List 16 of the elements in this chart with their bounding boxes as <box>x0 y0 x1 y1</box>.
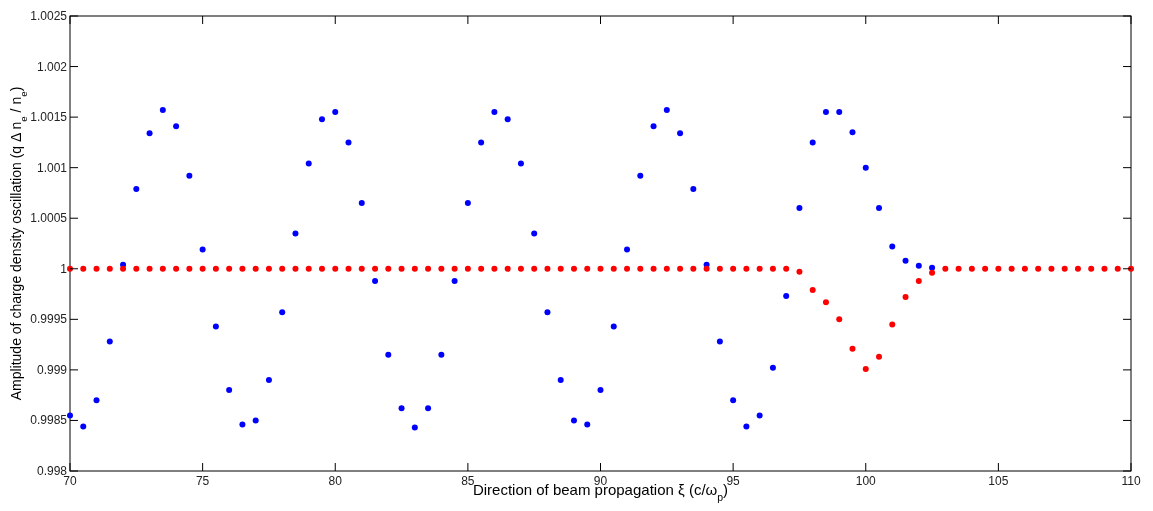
y-tick-label: 0.9995 <box>30 312 68 327</box>
y-tick-label: 1.0015 <box>30 110 68 125</box>
y-tick-label: 1.0005 <box>30 211 68 226</box>
x-tick-label: 110 <box>1121 474 1141 488</box>
y-tick-label: 1.002 <box>36 59 68 74</box>
y-tick-label: 1.001 <box>36 160 68 175</box>
y-tick-label: 1.0025 <box>30 9 68 23</box>
x-tick-label: 80 <box>328 474 343 488</box>
x-tick-label: 95 <box>726 474 741 488</box>
x-tick-label: 105 <box>988 474 1009 488</box>
y-tick-label: 0.9985 <box>30 413 68 428</box>
x-tick-label: 75 <box>195 474 210 488</box>
x-tick-label: 100 <box>855 474 877 488</box>
x-tick-label: 85 <box>461 474 475 488</box>
y-tick-label: 1 <box>60 261 68 276</box>
y-tick-label: 0.999 <box>36 362 68 377</box>
